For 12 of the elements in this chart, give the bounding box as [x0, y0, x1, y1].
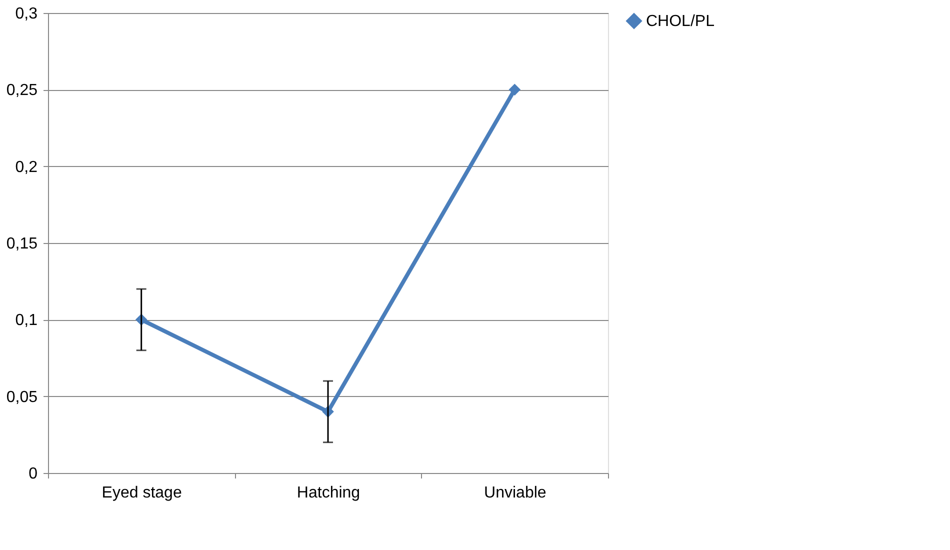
y-tick-label: 0,05	[6, 388, 38, 406]
y-tick-label: 0,3	[15, 6, 38, 22]
y-tick-label: 0	[28, 466, 38, 482]
y-tick-label: 0,1	[15, 312, 38, 330]
y-tick-label: 0,15	[6, 236, 38, 252]
x-tick-label: Unviable	[484, 484, 546, 502]
legend-label: CHOL/PL	[646, 13, 715, 30]
point	[508, 84, 521, 96]
y-tick-label: 0,25	[6, 82, 38, 100]
x-tick-label: Hatching	[296, 484, 360, 502]
y-tick-label: 0,2	[15, 158, 38, 176]
x-tick-label: Eyed stage	[102, 484, 182, 502]
